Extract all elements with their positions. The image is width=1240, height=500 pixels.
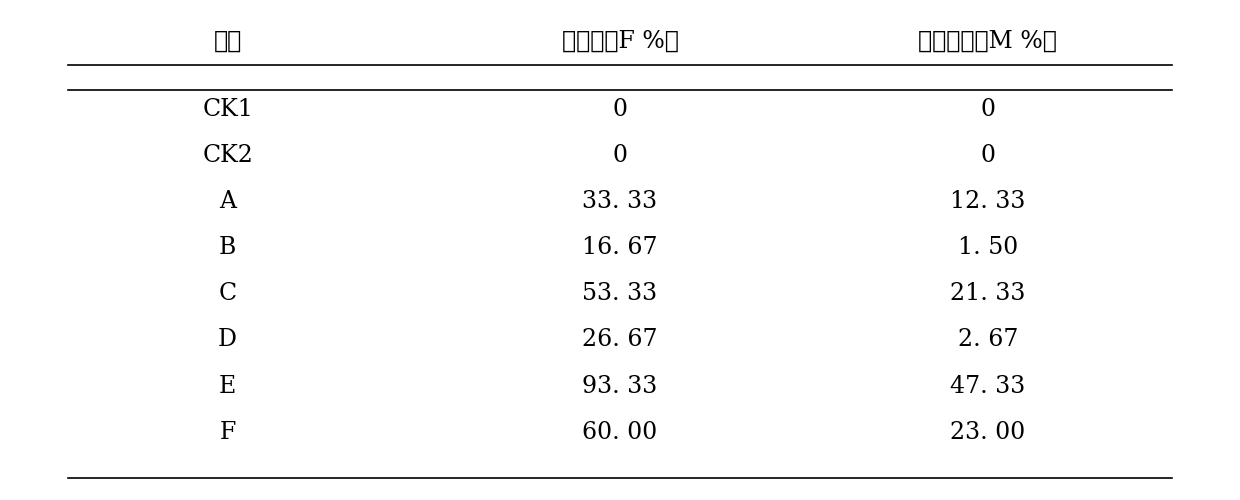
Text: CK1: CK1 xyxy=(202,98,253,120)
Text: B: B xyxy=(219,236,237,259)
Text: 16. 67: 16. 67 xyxy=(583,236,657,259)
Text: 26. 67: 26. 67 xyxy=(583,328,657,351)
Text: 0: 0 xyxy=(981,98,996,120)
Text: 0: 0 xyxy=(613,144,627,167)
Text: 12. 33: 12. 33 xyxy=(950,190,1025,213)
Text: 21. 33: 21. 33 xyxy=(950,282,1025,305)
Text: 60. 00: 60. 00 xyxy=(583,421,657,444)
Text: 侵染强度（M %）: 侵染强度（M %） xyxy=(919,30,1058,52)
Text: 0: 0 xyxy=(981,144,996,167)
Text: 23. 00: 23. 00 xyxy=(950,421,1025,444)
Text: 侵染率（F %）: 侵染率（F %） xyxy=(562,30,678,52)
Text: E: E xyxy=(219,374,237,398)
Text: 53. 33: 53. 33 xyxy=(583,282,657,305)
Text: CK2: CK2 xyxy=(202,144,253,167)
Text: F: F xyxy=(219,421,236,444)
Text: A: A xyxy=(219,190,236,213)
Text: 93. 33: 93. 33 xyxy=(583,374,657,398)
Text: D: D xyxy=(218,328,237,351)
Text: C: C xyxy=(218,282,237,305)
Text: 47. 33: 47. 33 xyxy=(950,374,1025,398)
Text: 0: 0 xyxy=(613,98,627,120)
Text: 处理: 处理 xyxy=(213,30,242,52)
Text: 1. 50: 1. 50 xyxy=(957,236,1018,259)
Text: 2. 67: 2. 67 xyxy=(957,328,1018,351)
Text: 33. 33: 33. 33 xyxy=(583,190,657,213)
